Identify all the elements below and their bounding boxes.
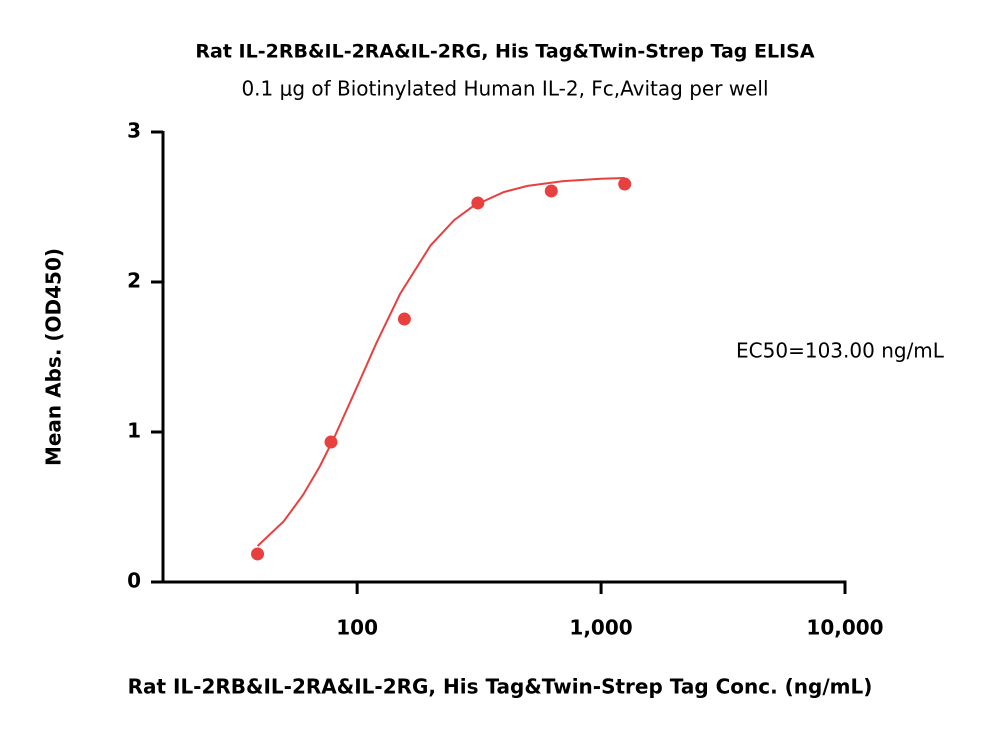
- x-tick-label: 1,000: [569, 616, 632, 640]
- y-tick-label: 2: [127, 269, 141, 293]
- data-point: [471, 196, 485, 210]
- x-axis-label: Rat IL-2RB&IL-2RA&IL-2RG, His Tag&Twin-S…: [128, 675, 873, 699]
- chart-subtitle: 0.1 μg of Biotinylated Human IL-2, Fc,Av…: [241, 77, 768, 101]
- fit-curve: [256, 177, 625, 547]
- x-tick-label: 100: [336, 616, 378, 640]
- data-point: [324, 435, 338, 449]
- annotation: EC50=103.00 ng/mL: [736, 339, 945, 363]
- y-tick-label: 1: [127, 419, 141, 443]
- data-point: [544, 184, 558, 198]
- x-tick-label: 10,000: [806, 616, 883, 640]
- data-point: [397, 312, 411, 326]
- data-point: [618, 177, 632, 191]
- y-tick-label: 3: [127, 119, 141, 143]
- y-axis-label: Mean Abs. (OD450): [42, 248, 66, 466]
- data-point: [251, 547, 265, 561]
- y-tick-label: 0: [127, 569, 141, 593]
- chart-title: Rat IL-2RB&IL-2RA&IL-2RG, His Tag&Twin-S…: [195, 41, 814, 63]
